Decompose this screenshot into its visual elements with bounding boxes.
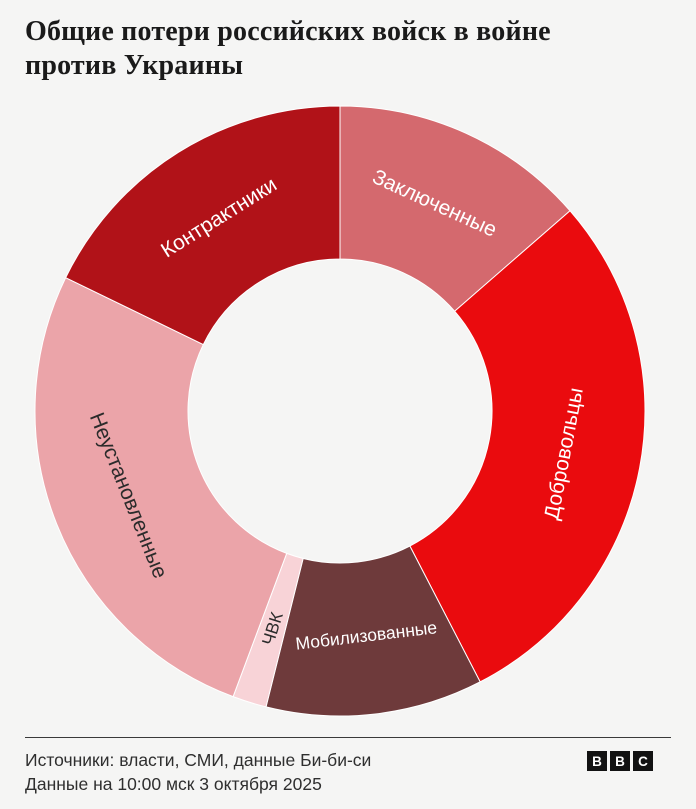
donut-segment-dobrovoltsy[interactable] xyxy=(409,210,646,683)
donut-chart: ЗаключенныеДобровольцыМобилизованныеЧВКН… xyxy=(34,105,646,717)
footer: Источники: власти, СМИ, данные Би-би-си … xyxy=(25,737,671,796)
updated-text: Данные на 10:00 мск 3 октября 2025 xyxy=(25,774,322,794)
chart-title-line-1: Общие потери российских войск в войне xyxy=(25,16,551,47)
donut-segment-neustanovlennye[interactable] xyxy=(34,277,288,698)
chart-title: Общие потери российских войск в войне пр… xyxy=(0,0,696,83)
bbc-logo-block-2: B xyxy=(610,751,630,771)
bbc-logo-block-3: C xyxy=(633,751,653,771)
source-lines: Источники: власти, СМИ, данные Би-би-си … xyxy=(25,748,371,796)
bbc-logo: B B C xyxy=(587,751,653,771)
chart-title-line-2: против Украины xyxy=(25,50,244,81)
sources-text: Источники: власти, СМИ, данные Би-би-си xyxy=(25,750,372,770)
footer-inner: Источники: власти, СМИ, данные Би-би-си … xyxy=(25,738,671,796)
donut-segment-mobilizovannye[interactable] xyxy=(265,545,481,717)
donut-segment-zakliuchennye[interactable] xyxy=(339,105,571,312)
bbc-logo-block-1: B xyxy=(587,751,607,771)
donut-segment-kontraktniki[interactable] xyxy=(65,105,341,346)
